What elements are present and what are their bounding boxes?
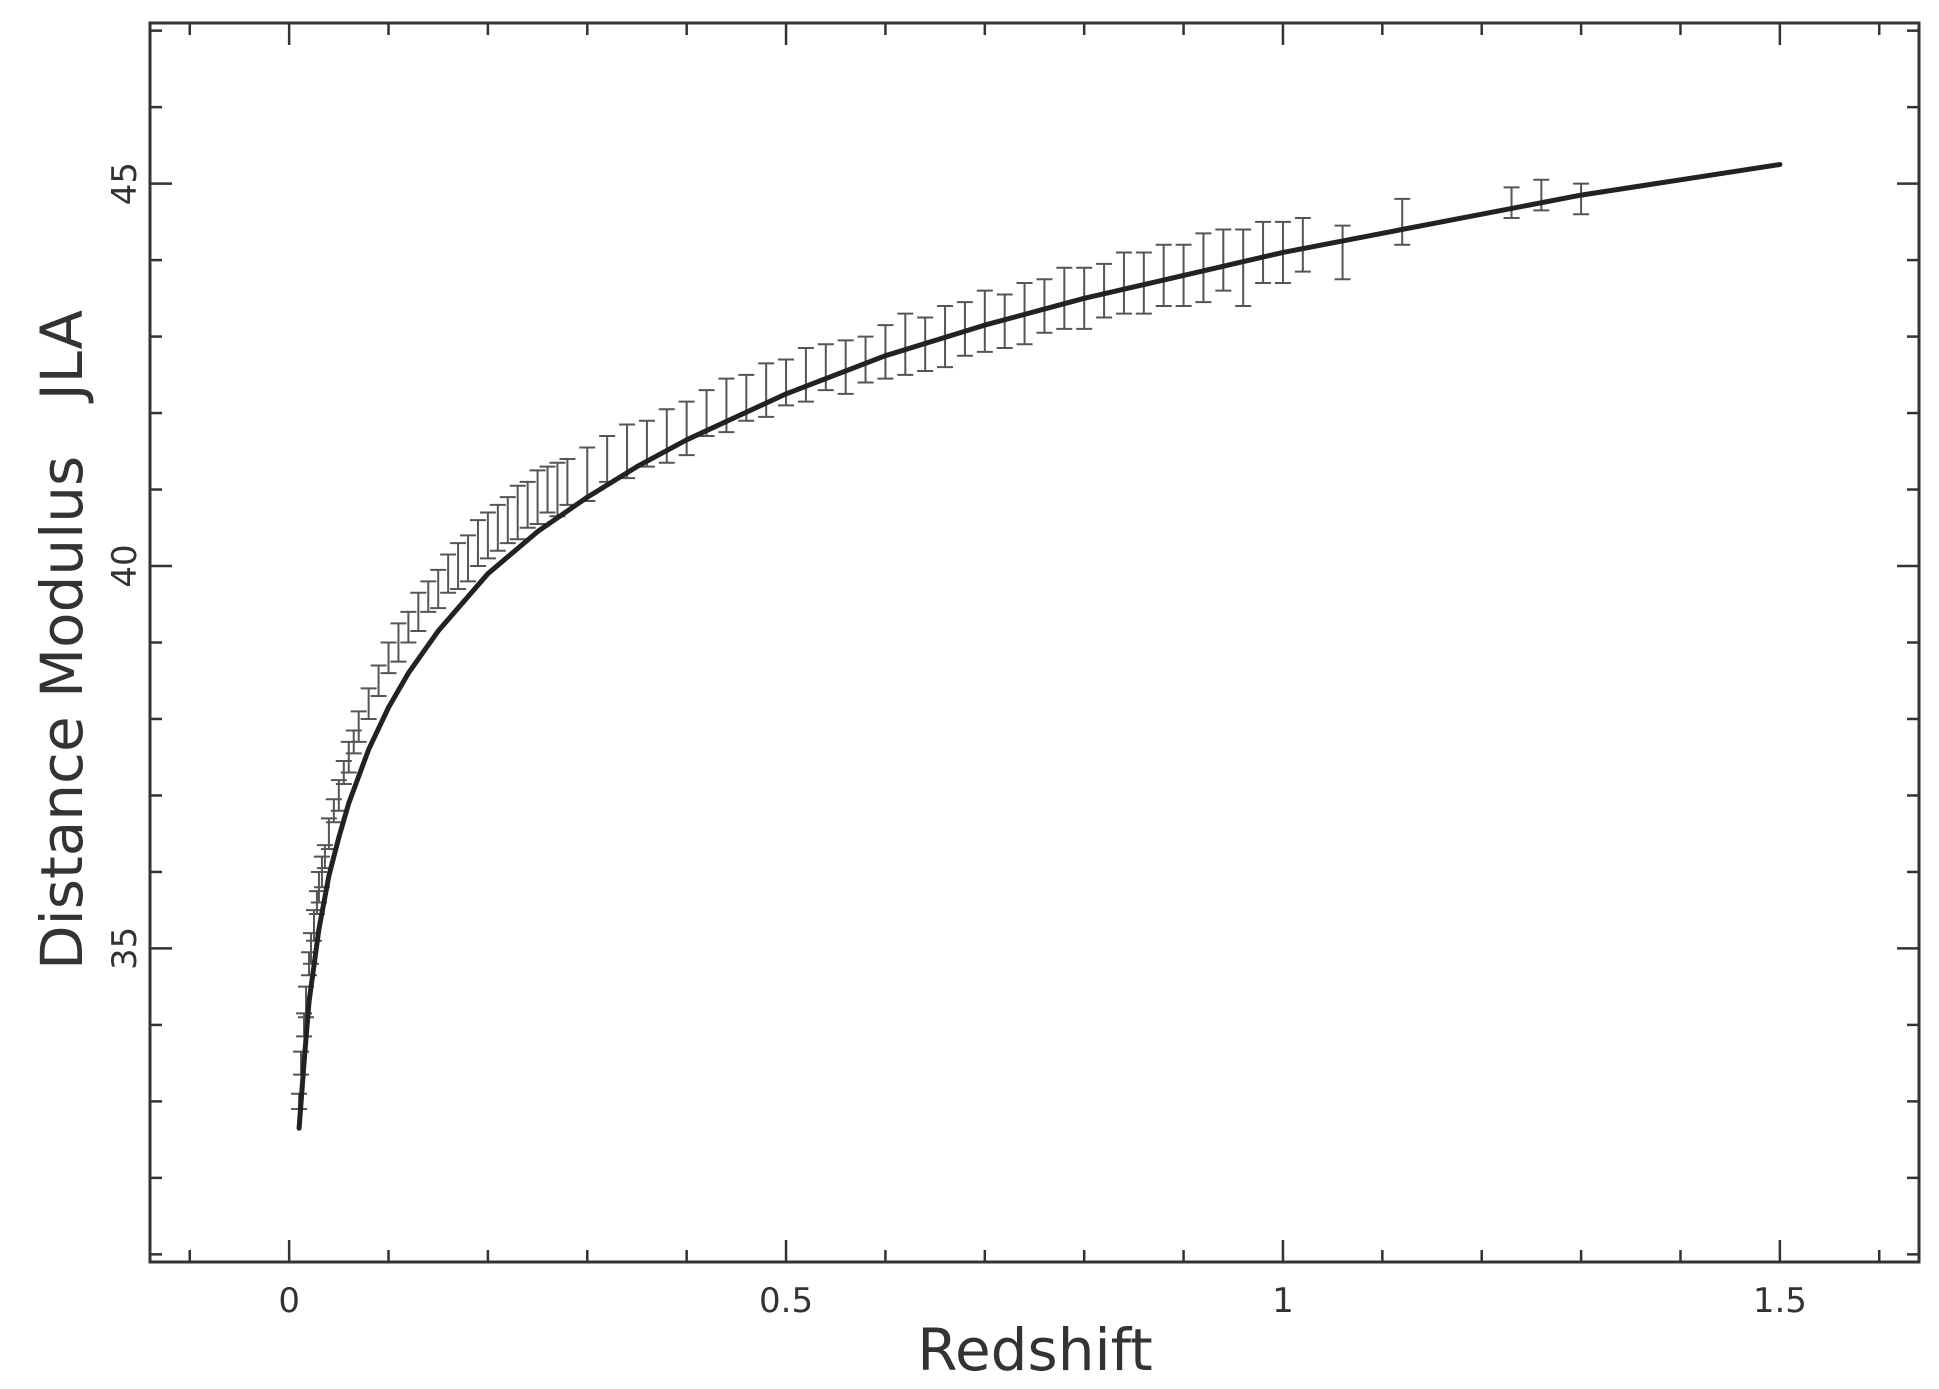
data-point [678,400,695,457]
data-point [440,553,457,594]
error-bars [291,178,1590,1111]
data-point [897,312,914,376]
data-point [817,343,834,392]
x-tick-label: 1.5 [1753,1281,1807,1321]
data-point [1096,262,1113,319]
x-tick-label: 0 [278,1281,300,1321]
data-point [360,687,377,720]
data-point [390,622,407,663]
x-tick-label: 1 [1272,1281,1294,1321]
data-point [559,457,576,506]
data-point [837,339,854,395]
data-point [509,484,526,541]
data-point [1036,278,1053,334]
data-point [976,289,993,353]
data-point [380,641,397,675]
x-tick-label: 0.5 [759,1281,813,1321]
data-point [1215,228,1232,292]
data-point [1056,266,1073,330]
data-point [1334,224,1351,281]
data-point [450,542,467,590]
y-tick-label: 45 [105,162,145,205]
data-point [370,664,387,698]
data-point [1294,217,1311,273]
model-curve [296,162,1783,1131]
data-point [778,358,795,407]
data-point [1255,220,1272,285]
data-point [430,568,447,610]
data-point [797,347,814,403]
axis-ticks [150,23,1919,1262]
data-point [549,461,566,518]
data-point [857,335,874,384]
data-point [460,534,477,583]
y-tick-label: 35 [105,927,145,970]
x-axis-title: Redshift [917,1316,1152,1384]
data-point [1394,197,1411,246]
data-point [519,480,536,529]
data-point [1503,186,1520,220]
data-point [489,503,506,552]
data-point [350,710,367,743]
data-point [758,362,775,418]
data-point [479,511,496,560]
data-point [469,519,486,568]
data-point [1115,251,1132,315]
data-point [1155,243,1172,307]
data-point [499,496,516,545]
data-point [400,610,417,644]
y-axis-title: Distance Modulus JLA [28,310,96,970]
data-point [420,580,437,613]
data-point [410,591,427,633]
data-point [539,465,556,514]
data-point [599,435,616,483]
data-point [877,324,894,380]
y-tick-label: 40 [105,544,145,587]
data-point [1573,182,1590,216]
data-point [1195,232,1212,304]
tick-labels: 0 0.5 1 1.5 35 40 45 [105,162,1807,1321]
data-point [658,408,675,464]
data-point [529,469,546,525]
data-point [1235,228,1252,307]
